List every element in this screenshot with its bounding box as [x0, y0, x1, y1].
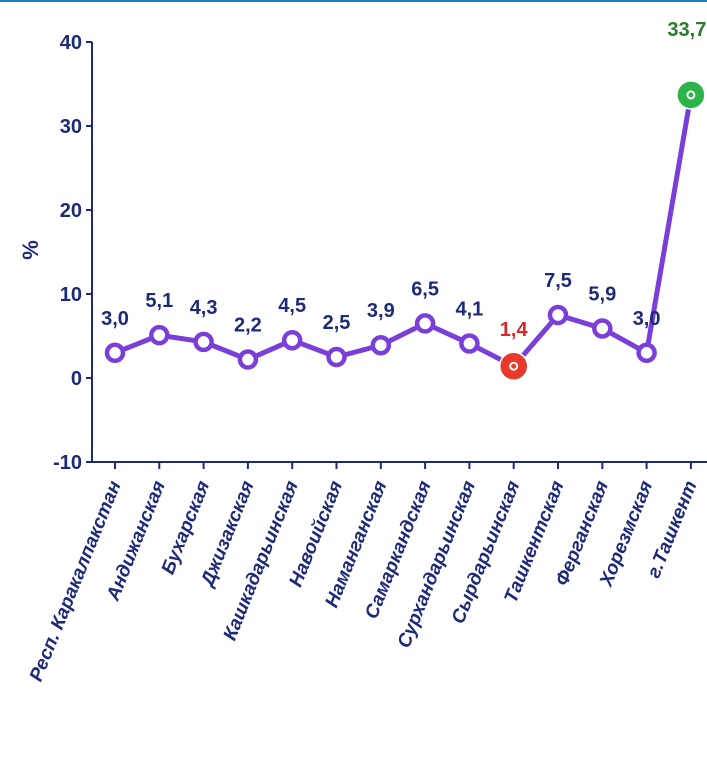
data-point: [547, 304, 569, 326]
data-label: 4,3: [190, 297, 218, 319]
data-point: [459, 333, 480, 354]
y-axis-label: %: [18, 240, 43, 260]
y-tick-label: 30: [60, 116, 82, 138]
data-point: [149, 324, 170, 346]
data-point: [104, 342, 126, 364]
top-border: [0, 0, 707, 2]
data-point: [237, 349, 259, 370]
data-label: 4,1: [455, 299, 483, 321]
data-label: 2,5: [323, 312, 351, 334]
data-label: 33,7: [667, 19, 706, 41]
max-point: [676, 80, 706, 110]
data-label: 3,0: [101, 308, 129, 330]
data-point: [281, 329, 303, 351]
y-tick-label: 20: [60, 200, 82, 222]
y-tick-label: 40: [60, 32, 82, 54]
data-label: 5,1: [145, 290, 173, 312]
y-tick-label: -10: [53, 452, 82, 474]
data-label: 1,4: [500, 319, 529, 341]
point-center: [686, 90, 696, 100]
y-tick-label: 10: [60, 284, 82, 306]
data-label: 7,5: [544, 270, 572, 292]
data-label: 5,9: [588, 283, 616, 305]
y-tick-label: 0: [71, 368, 82, 390]
data-label: 3,9: [367, 300, 395, 322]
data-label: 2,2: [234, 315, 262, 337]
data-point: [636, 342, 657, 364]
data-point: [193, 331, 214, 353]
data-point: [414, 313, 436, 334]
data-label: 6,5: [411, 278, 439, 300]
data-label: 4,5: [278, 295, 306, 317]
data-point: [326, 346, 347, 368]
data-point: [370, 334, 392, 356]
data-label: 3,0: [633, 308, 661, 330]
data-point: [592, 318, 613, 339]
point-center: [509, 361, 519, 371]
min-point: [498, 351, 529, 381]
